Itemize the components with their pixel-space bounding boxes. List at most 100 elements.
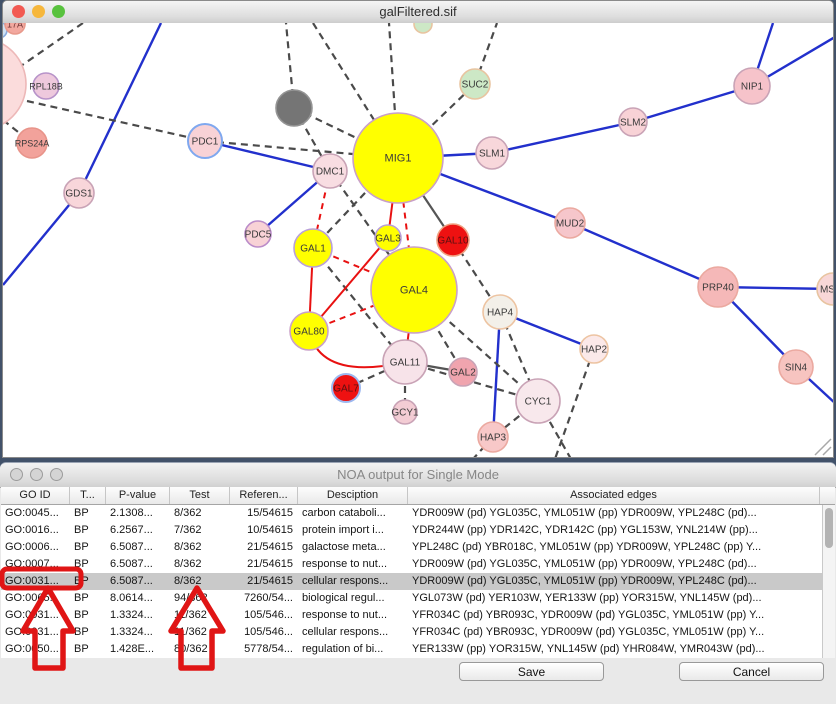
node-label: MIG1 — [385, 153, 412, 165]
cell-p_value: 1.3324... — [110, 626, 153, 638]
column-header-go_id[interactable]: GO ID — [1, 487, 70, 504]
node-GAL1[interactable] — [293, 228, 333, 268]
cell-edges: YFR034C (pd) YBR093C, YDR009W (pd) YGL03… — [412, 609, 765, 621]
column-header-edges[interactable]: Associated edges — [408, 487, 820, 504]
table-row[interactable]: GO:0065... BP 8.0614... 94/362 7260/54... bio… — [1, 590, 822, 607]
node-NIP1[interactable] — [733, 67, 771, 105]
network-edge — [632, 84, 753, 124]
node-RPS24A[interactable] — [16, 127, 48, 159]
node-MSL1[interactable] — [816, 272, 833, 306]
column-header-p_value[interactable]: P-value — [106, 487, 170, 504]
cell-reference: 21/54615 — [247, 558, 293, 570]
network-window-titlebar[interactable]: galFiltered.sif — [3, 1, 833, 24]
node-DMC1[interactable] — [312, 153, 348, 189]
node-GAL4[interactable] — [370, 246, 458, 334]
node-label: DMC1 — [316, 167, 345, 178]
node-GAL80[interactable] — [289, 311, 329, 351]
cell-p_value: 6.5087... — [110, 558, 153, 570]
node-SLM1[interactable] — [475, 136, 509, 170]
table-row[interactable]: GO:0031... BP 1.3324... 11/362 105/546... res… — [1, 607, 822, 624]
node-GDS1[interactable] — [63, 177, 95, 209]
cell-test: 94/362 — [174, 592, 208, 604]
node-17A[interactable] — [4, 23, 26, 35]
noa-window-titlebar[interactable]: NOA output for Single Mode — [0, 463, 836, 488]
node-PDC5[interactable] — [244, 220, 272, 248]
node-RPL18B[interactable] — [32, 72, 60, 100]
save-button[interactable]: Save — [459, 662, 604, 681]
table-row[interactable]: GO:0031... BP 6.5087... 8/362 21/54615 cellul… — [1, 573, 822, 590]
vertical-scrollbar[interactable] — [822, 505, 835, 658]
cell-reference: 5778/54... — [244, 643, 293, 655]
noa-window-title: NOA output for Single Mode — [337, 467, 499, 482]
close-button[interactable] — [12, 5, 25, 18]
table-row[interactable]: GO:0016... BP 6.2567... 7/362 10/54615 protei… — [1, 522, 822, 539]
node-PRP40[interactable] — [697, 266, 739, 308]
cell-type: BP — [74, 643, 89, 655]
cell-edges: YDR009W (pd) YGL035C, YML051W (pp) YDR00… — [412, 558, 757, 570]
table-row[interactable]: GO:0031... BP 1.3324... 11/362 105/546... cel… — [1, 624, 822, 641]
node-GAL11[interactable] — [382, 339, 428, 385]
node-GAL7[interactable] — [331, 373, 361, 403]
cell-reference: 15/54615 — [247, 507, 293, 519]
cell-description: response to nut... — [302, 558, 387, 570]
cell-edges: YDR009W (pd) YGL035C, YML051W (pp) YDR00… — [412, 507, 757, 519]
node-label: GAL1 — [300, 244, 326, 255]
network-edge — [77, 23, 163, 194]
node-bigleft[interactable] — [3, 38, 27, 130]
cell-test: 8/362 — [174, 507, 202, 519]
node-greentop[interactable] — [413, 23, 433, 34]
column-header-description[interactable]: Desciption — [298, 487, 408, 504]
node-GAL3[interactable] — [374, 224, 402, 252]
cell-type: BP — [74, 541, 89, 553]
table-row[interactable]: GO:0045... BP 2.1308... 8/362 15/54615 carbon… — [1, 505, 822, 522]
node-MIG1[interactable] — [352, 112, 444, 204]
node-label: NIP1 — [741, 82, 764, 93]
table-row[interactable]: GO:0006... BP 6.5087... 8/362 21/54615 galact… — [1, 539, 822, 556]
cell-p_value: 6.2567... — [110, 524, 153, 536]
node-label: HAP2 — [581, 345, 608, 356]
zoom-button[interactable] — [52, 5, 65, 18]
column-header-reference[interactable]: Referen... — [230, 487, 298, 504]
node-SIN4[interactable] — [778, 349, 814, 385]
node-label: SLM1 — [479, 149, 506, 160]
column-header-type[interactable]: T... — [70, 487, 106, 504]
node-SLM2[interactable] — [618, 107, 648, 137]
network-canvas[interactable]: 17A RPL18B RPS24A GDS1 PDC1 MIG1 SUC2 SLM1 SLM2 N… — [3, 23, 833, 457]
cell-go_id: GO:0031... — [5, 626, 59, 638]
zoom-button[interactable] — [50, 468, 63, 481]
node-gray1[interactable] — [275, 89, 313, 127]
minimize-button[interactable] — [30, 468, 43, 481]
scrollbar-thumb[interactable] — [825, 508, 833, 548]
column-header-test[interactable]: Test — [170, 487, 230, 504]
node-GAL2[interactable] — [448, 357, 478, 387]
cell-p_value: 8.0614... — [110, 592, 153, 604]
node-label: GAL80 — [293, 327, 325, 338]
node-HAP2[interactable] — [579, 334, 609, 364]
node-label: SUC2 — [462, 80, 489, 91]
network-edge — [491, 311, 502, 438]
cell-go_id: GO:0045... — [5, 507, 59, 519]
node-SUC2[interactable] — [459, 68, 491, 100]
cell-p_value: 6.5087... — [110, 575, 153, 587]
minimize-button[interactable] — [32, 5, 45, 18]
node-HAP3[interactable] — [477, 421, 509, 453]
table-body: GO:0045... BP 2.1308... 8/362 15/54615 carbon… — [1, 505, 822, 658]
cell-type: BP — [74, 609, 89, 621]
cell-go_id: GO:0007... — [5, 558, 59, 570]
node-label: HAP4 — [487, 308, 514, 319]
table-row[interactable]: GO:0007... BP 6.5087... 8/362 21/54615 respon… — [1, 556, 822, 573]
node-GCY1[interactable] — [392, 399, 418, 425]
node-MUD2[interactable] — [554, 207, 586, 239]
node-HAP4[interactable] — [482, 294, 518, 330]
node-label: GCY1 — [391, 408, 419, 419]
close-button[interactable] — [10, 468, 23, 481]
cancel-button[interactable]: Cancel — [679, 662, 824, 681]
node-CYC1[interactable] — [515, 378, 561, 424]
node-label: SLM2 — [620, 118, 647, 129]
cell-p_value: 1.428E... — [110, 643, 155, 655]
node-PDC1[interactable] — [187, 123, 223, 159]
node-GAL10[interactable] — [436, 223, 470, 257]
table-row[interactable]: GO:0050... BP 1.428E... 80/362 5778/54... reg… — [1, 641, 822, 658]
cell-edges: YER133W (pp) YOR315W, YNL145W (pd) YHR08… — [412, 643, 765, 655]
node-label: PRP40 — [702, 283, 734, 294]
